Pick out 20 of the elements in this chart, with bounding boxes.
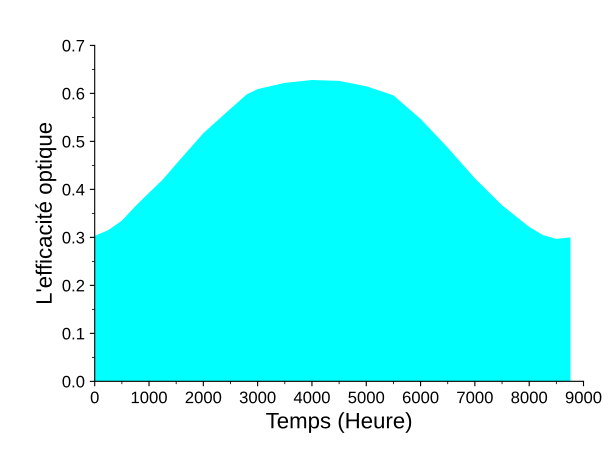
y-tick-label: 0.7 <box>62 40 84 52</box>
x-tick-label: 2000 <box>186 392 222 404</box>
x-tick-label: 5000 <box>348 392 384 404</box>
y-axis-title: L'efficacité optique <box>35 122 56 304</box>
x-tick-label: 4000 <box>294 392 330 404</box>
x-tick-label: 9000 <box>566 392 602 404</box>
x-tick-label: 6000 <box>402 392 438 404</box>
x-tick-label: 7000 <box>457 392 493 404</box>
y-tick-label: 0.1 <box>62 328 84 340</box>
y-tick-label: 0.3 <box>62 232 84 244</box>
y-tick-label: 0.4 <box>62 184 84 196</box>
y-tick-label: 0.5 <box>62 136 84 148</box>
y-tick-label: 0.6 <box>62 88 84 100</box>
x-tick-label: 8000 <box>511 392 548 404</box>
y-tick-label: 0.0 <box>62 376 84 388</box>
y-tick-label: 0.2 <box>62 280 84 292</box>
x-tick-label: 0 <box>90 392 99 404</box>
x-tick-label: 1000 <box>132 392 167 404</box>
x-tick-label: 3000 <box>240 392 276 404</box>
x-axis-title: Temps (Heure) <box>266 412 412 433</box>
